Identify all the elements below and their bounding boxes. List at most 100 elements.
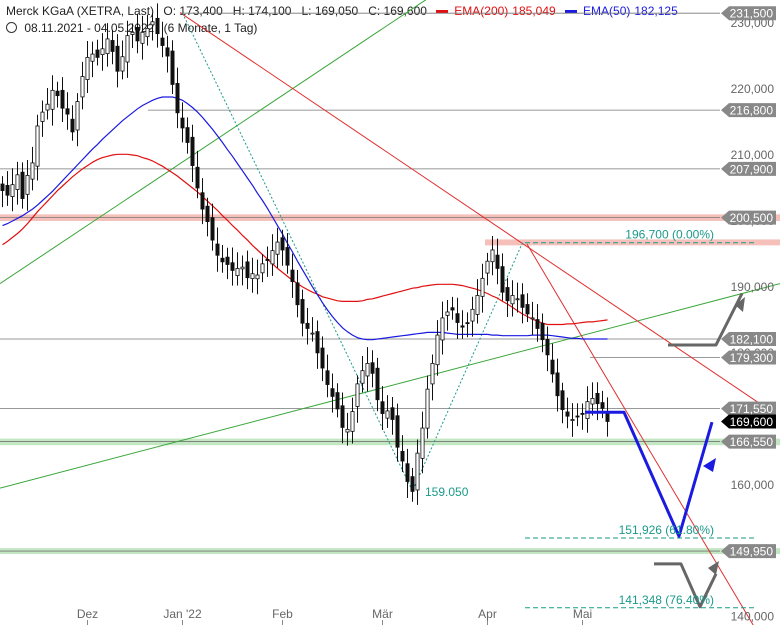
candle-body — [130, 31, 135, 35]
candle-body — [540, 322, 545, 341]
price-level-label: 166,550 — [730, 435, 774, 449]
arrowhead-grey-down — [708, 561, 719, 575]
candle-body — [255, 274, 260, 280]
price-level-label: 216,800 — [730, 104, 774, 118]
candle-body — [185, 127, 190, 143]
candle-body — [485, 260, 490, 274]
candle-body — [150, 21, 155, 26]
candle-body — [340, 405, 345, 428]
fib-annotation: 141,348 (76.40%) — [619, 593, 714, 607]
candle-body — [500, 266, 505, 293]
candle-body — [580, 412, 585, 415]
candle-body — [375, 367, 380, 401]
candle-body — [50, 89, 55, 110]
chart-header-line-2: 08.11.2021 - 04.05.2022 (6 Monate, 1 Tag… — [6, 21, 263, 35]
candle-body — [415, 452, 420, 491]
projection-arrow-blue — [585, 410, 714, 538]
y-tick-label: 210,000 — [731, 148, 775, 162]
candle-body — [180, 117, 185, 129]
candle-body — [100, 48, 105, 55]
price-level-box — [721, 350, 776, 365]
x-tick-label: Dez — [77, 607, 98, 621]
price-level-label: 149,950 — [730, 545, 774, 559]
ema50-legend-swatch — [565, 10, 578, 14]
candle-body — [165, 47, 170, 57]
price-level-label: 207,900 — [730, 162, 774, 176]
candle-body — [55, 90, 60, 97]
candle-body — [585, 401, 590, 419]
y-tick-label: 160,000 — [731, 478, 775, 492]
candle-body — [600, 402, 605, 409]
candle-body — [190, 136, 195, 166]
candle-body — [530, 317, 535, 320]
candle-body — [15, 174, 20, 190]
candle-body — [570, 419, 575, 421]
candle-body — [460, 325, 465, 328]
candle-body — [390, 407, 395, 420]
y-tick-label: 220,000 — [731, 82, 775, 96]
candle-body — [385, 410, 390, 419]
fib-annotation: 151,926 (61.80%) — [619, 523, 714, 537]
candle-body — [320, 347, 325, 369]
ema200-line — [2, 153, 608, 326]
candle-body — [160, 37, 165, 46]
candle-body — [265, 258, 270, 261]
price-level-label: 169,600 — [730, 415, 774, 429]
candle-body — [505, 287, 510, 302]
candle-body — [450, 307, 455, 311]
x-tick-label: Jan '22 — [163, 607, 202, 621]
candle-body — [410, 476, 415, 492]
candle-body — [35, 125, 40, 167]
candle-body — [125, 35, 130, 63]
candle-body — [115, 45, 120, 72]
candle-body — [95, 49, 100, 58]
fib-annotation: 159.050 — [425, 485, 469, 499]
interval-label: (6 Monate, 1 Tag) — [163, 21, 258, 35]
candle-body — [295, 282, 300, 306]
candle-body — [275, 241, 280, 255]
chart-title: Merck KGaA (XETRA, Last) — [6, 4, 155, 18]
candle-body — [350, 411, 355, 432]
candle-body — [605, 413, 610, 422]
candle-body — [490, 249, 495, 263]
price-level-box — [721, 6, 776, 21]
candle-body — [65, 108, 70, 115]
candle-body — [0, 183, 5, 192]
candle-body — [110, 40, 115, 52]
candle-body — [305, 322, 310, 329]
price-level-box — [721, 210, 776, 225]
candle-body — [455, 313, 460, 323]
candle-body — [250, 273, 255, 280]
candle-body — [40, 111, 45, 122]
x-tick-label: Feb — [272, 607, 293, 621]
projection-arrow-grey-down — [654, 562, 718, 609]
candle-body — [360, 370, 365, 384]
arrowhead-grey-up — [735, 297, 745, 312]
candle-body — [550, 359, 555, 375]
candle-body — [70, 118, 75, 133]
candle-body — [240, 266, 245, 270]
candle-body — [215, 243, 220, 256]
candle-body — [200, 192, 205, 210]
candle-body — [45, 103, 50, 111]
arrowhead-blue — [703, 458, 716, 472]
candle-body — [285, 247, 290, 266]
price-level-label: 200,500 — [730, 211, 774, 225]
candle-body — [465, 322, 470, 325]
candle-body — [300, 299, 305, 324]
candle-body — [155, 17, 160, 35]
candle-body — [195, 166, 200, 189]
candle-body — [175, 83, 180, 114]
price-level-label: 171,550 — [730, 402, 774, 416]
x-tick-label: Apr — [478, 607, 497, 621]
candle-body — [220, 257, 225, 263]
candle-body — [230, 262, 235, 271]
candle-body — [5, 184, 10, 196]
candle-body — [535, 319, 540, 329]
projection-arrow-grey-up — [668, 292, 744, 347]
candle-body — [440, 317, 445, 341]
chart-header-line-1: Merck KGaA (XETRA, Last) O: 173,400 H: 1… — [6, 4, 684, 18]
candle-body — [30, 162, 35, 180]
candle-body — [355, 383, 360, 407]
